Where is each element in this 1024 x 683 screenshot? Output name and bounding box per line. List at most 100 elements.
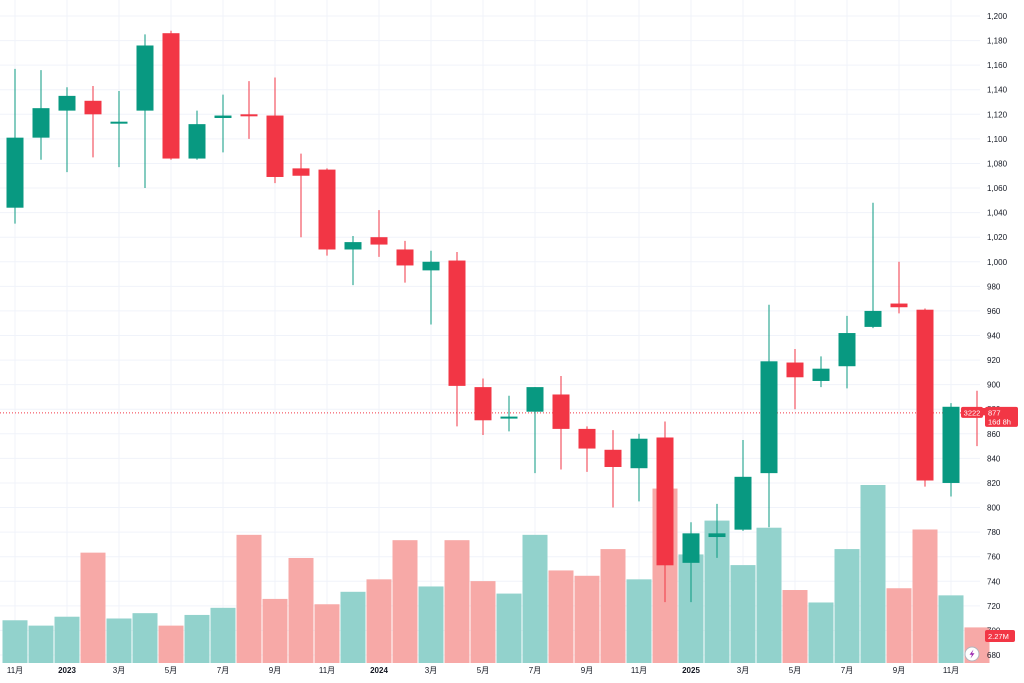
volume-bar [574,575,600,663]
price-tick-label: 960 [987,307,1001,316]
price-tick-label: 860 [987,430,1001,439]
last-price-text: 877 [988,408,1001,417]
volume-bar [2,620,28,663]
volume-bar [132,613,158,663]
last-price-badge [985,406,1018,427]
candle-body [318,169,336,250]
candle-body [422,261,440,271]
candle-body [630,438,648,469]
candle-body [448,260,466,386]
time-tick-label: 5月 [477,666,489,675]
candle-body [760,361,778,474]
candle-body [786,362,804,378]
volume-bar [28,625,54,663]
candle-body [266,115,284,177]
time-tick-label: 9月 [893,666,905,675]
symbol-badge [961,406,983,418]
volume-bar [626,579,652,663]
candle-body [812,368,830,381]
candle-body [136,45,154,111]
volume-bar [288,557,314,663]
time-tick-label: 7月 [841,666,853,675]
price-axis[interactable]: 6807007207407607808008208408608809009209… [987,12,1008,660]
price-tick-label: 720 [987,602,1001,611]
time-tick-label: 5月 [165,666,177,675]
volume-bar [470,581,496,663]
volume-bar [548,570,574,663]
volume-badge-text: 2.27M [988,632,1009,641]
price-tick-label: 1,080 [987,159,1008,168]
candle-body [110,121,128,124]
time-tick-label: 9月 [269,666,281,675]
price-tick-label: 1,180 [987,37,1008,46]
candle-body [604,449,622,467]
candle-body [214,115,232,118]
time-tick-label: 2024 [370,666,388,675]
price-tick-label: 680 [987,651,1001,660]
candle-body [656,437,674,566]
price-tick-label: 1,060 [987,184,1008,193]
candle-body [864,310,882,327]
volume-bar [756,527,782,663]
price-tick-label: 1,160 [987,61,1008,70]
price-tick-label: 940 [987,332,1001,341]
volume-bar [392,540,418,663]
time-tick-label: 2025 [682,666,700,675]
candle-body [734,476,752,530]
volume-bar [236,534,262,663]
candle-body [708,533,726,538]
price-tick-label: 760 [987,553,1001,562]
volume-bar [938,595,964,663]
volume-badge [985,630,1015,642]
time-tick-label: 3月 [113,666,125,675]
candle-body [474,387,492,421]
price-tick-label: 1,040 [987,209,1008,218]
volume-bar [782,590,808,663]
volume-bar [210,607,236,663]
price-tick-label: 840 [987,454,1001,463]
time-tick-label: 11月 [319,666,335,675]
candle-body [32,108,50,138]
volume-bar [600,549,626,663]
volume-bar [730,565,756,663]
candle-body [552,394,570,429]
price-tick-label: 980 [987,282,1001,291]
candle-body [396,249,414,266]
time-tick-label: 3月 [425,666,437,675]
time-tick-label: 2023 [58,666,76,675]
symbol-badge-text: 3222 [964,408,981,417]
time-tick-label: 5月 [789,666,801,675]
time-tick-label: 7月 [529,666,541,675]
volume-bar [522,534,548,663]
price-tick-label: 1,120 [987,110,1008,119]
volume-bar [444,540,470,663]
volume-bar [496,593,522,663]
price-tick-label: 1,140 [987,86,1008,95]
candle-body [916,309,934,481]
volume-bar [184,614,210,663]
time-axis[interactable]: 11月 2023 3月 5月 7月 9月 11月 2024 3月 5月 7月 9月 11月 2025 3月 5… [7,666,959,675]
candle-body [500,416,518,419]
candle-body [370,237,388,245]
volume-bar [80,552,106,663]
price-tick-label: 1,200 [987,12,1008,21]
candle-body [188,124,206,159]
volume-bar [912,529,938,663]
price-tick-label: 900 [987,381,1001,390]
price-tick-label: 740 [987,577,1001,586]
lightning-icon[interactable] [964,646,980,662]
price-tick-label: 920 [987,356,1001,365]
candle-body [890,303,908,308]
candle-body [58,95,76,111]
volume-bar [106,618,132,663]
countdown-text: 16d 8h [988,417,1011,426]
volume-bar [366,579,392,663]
price-tick-label: 820 [987,479,1001,488]
time-tick-label: 11月 [7,666,23,675]
candle-body [84,100,102,115]
price-tick-label: 1,000 [987,258,1008,267]
volume-bars [2,485,990,663]
time-tick-label: 9月 [581,666,593,675]
